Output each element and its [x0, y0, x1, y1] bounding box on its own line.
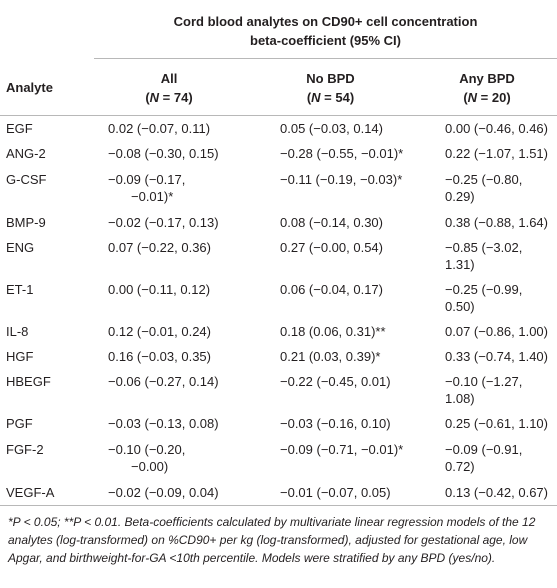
- table-row: FGF-2 −0.10 (−0.20, −0.00) −0.09 (−0.71, …: [0, 436, 557, 480]
- analyte-cell: ET-1: [6, 282, 34, 297]
- all-cell: −0.10 (−0.20, −0.00): [94, 436, 244, 480]
- any-bpd-column-title: Any BPD: [459, 71, 515, 86]
- table-row: VEGF-A −0.02 (−0.09, 0.04) −0.01 (−0.07,…: [0, 480, 557, 506]
- any-bpd-cell: −0.25 (−0.80, 0.29): [445, 172, 523, 204]
- analyte-column-header: Analyte: [6, 80, 53, 96]
- table-row: BMP-9 −0.02 (−0.17, 0.13) 0.08 (−0.14, 0…: [0, 210, 557, 235]
- all-cell: −0.08 (−0.30, 0.15): [108, 146, 219, 161]
- analyte-cell: ANG-2: [6, 146, 46, 161]
- any-bpd-cell: −0.25 (−0.99, 0.50): [445, 282, 523, 314]
- analyte-cell: G-CSF: [6, 172, 47, 187]
- analyte-cell: PGF: [6, 416, 33, 431]
- analyte-cell: ENG: [6, 240, 35, 255]
- no-bpd-cell: −0.09 (−0.71, −0.01)*: [280, 442, 404, 457]
- any-bpd-cell: 0.00 (−0.46, 0.46): [445, 121, 548, 136]
- no-bpd-cell: 0.18 (0.06, 0.31)**: [280, 324, 386, 339]
- analyte-cell: HGF: [6, 349, 34, 364]
- table-row: EGF 0.02 (−0.07, 0.11) 0.05 (−0.03, 0.14…: [0, 116, 557, 142]
- no-bpd-cell: 0.21 (0.03, 0.39)*: [280, 349, 381, 364]
- any-bpd-cell: 0.22 (−1.07, 1.51): [445, 146, 548, 161]
- analyte-cell: FGF-2: [6, 442, 44, 457]
- no-bpd-cell: −0.03 (−0.16, 0.10): [280, 416, 391, 431]
- all-cell: −0.06 (−0.27, 0.14): [108, 374, 219, 389]
- no-bpd-cell: 0.06 (−0.04, 0.17): [280, 282, 383, 297]
- any-bpd-cell: −0.85 (−3.02, 1.31): [445, 240, 523, 272]
- any-bpd-cell: 0.38 (−0.88, 1.64): [445, 215, 548, 230]
- no-bpd-cell: 0.27 (−0.00, 0.54): [280, 240, 383, 255]
- any-bpd-cell: −0.10 (−1.27, 1.08): [445, 374, 523, 406]
- any-bpd-cell: 0.07 (−0.86, 1.00): [445, 324, 548, 339]
- spanner-blank: [0, 0, 94, 59]
- analyte-cell: IL-8: [6, 324, 29, 339]
- table-footnote: *P < 0.05; **P < 0.01. Beta-coefficients…: [8, 515, 536, 565]
- no-bpd-column-title: No BPD: [306, 71, 355, 86]
- any-bpd-cell: 0.33 (−0.74, 1.40): [445, 349, 548, 364]
- all-cell: −0.03 (−0.13, 0.08): [108, 416, 219, 431]
- table-row: ENG 0.07 (−0.22, 0.36) 0.27 (−0.00, 0.54…: [0, 235, 557, 277]
- no-bpd-cell: −0.01 (−0.07, 0.05): [280, 485, 391, 500]
- any-bpd-column-header: Any BPD (N = 20): [417, 59, 557, 116]
- analyte-cell: BMP-9: [6, 215, 46, 230]
- analyte-cell: HBEGF: [6, 374, 51, 389]
- no-bpd-cell: −0.11 (−0.19, −0.03)*: [280, 172, 403, 187]
- spanner-line-1: Cord blood analytes on CD90+ cell concen…: [173, 14, 478, 29]
- all-cell: −0.02 (−0.17, 0.13): [108, 215, 219, 230]
- all-cell: 0.16 (−0.03, 0.35): [108, 349, 211, 364]
- all-cell-line-1: −0.10 (−0.20,: [108, 442, 186, 457]
- table-row: HGF 0.16 (−0.03, 0.35) 0.21 (0.03, 0.39)…: [0, 344, 557, 369]
- any-bpd-cell: 0.13 (−0.42, 0.67): [445, 485, 548, 500]
- table-row: IL-8 0.12 (−0.01, 0.24) 0.18 (0.06, 0.31…: [0, 319, 557, 344]
- analyte-cell: VEGF-A: [6, 485, 55, 500]
- table-row: ET-1 0.00 (−0.11, 0.12) 0.06 (−0.04, 0.1…: [0, 277, 557, 319]
- all-cell: 0.02 (−0.07, 0.11): [108, 121, 211, 136]
- all-cell: 0.07 (−0.22, 0.36): [108, 240, 211, 255]
- any-bpd-cell: 0.25 (−0.61, 1.10): [445, 416, 548, 431]
- table-row: ANG-2 −0.08 (−0.30, 0.15) −0.28 (−0.55, …: [0, 141, 557, 166]
- any-bpd-column-n: (N = 20): [463, 90, 511, 105]
- spanner-line-2: beta-coefficient (95% CI): [250, 33, 401, 48]
- no-bpd-cell: 0.05 (−0.03, 0.14): [280, 121, 383, 136]
- all-column-header: All (N = 74): [94, 59, 244, 116]
- all-cell-line-1: −0.09 (−0.17,: [108, 172, 186, 187]
- all-cell: 0.12 (−0.01, 0.24): [108, 324, 211, 339]
- results-table: Cord blood analytes on CD90+ cell concen…: [0, 0, 557, 565]
- no-bpd-cell: −0.28 (−0.55, −0.01)*: [280, 146, 404, 161]
- no-bpd-column-n: (N = 54): [306, 90, 355, 105]
- table-row: HBEGF −0.06 (−0.27, 0.14) −0.22 (−0.45, …: [0, 369, 557, 411]
- all-cell: −0.09 (−0.17, −0.01)*: [94, 166, 244, 210]
- all-cell: −0.02 (−0.09, 0.04): [108, 485, 219, 500]
- table-row: G-CSF −0.09 (−0.17, −0.01)* −0.11 (−0.19,…: [0, 166, 557, 210]
- no-bpd-column-header: No BPD (N = 54): [244, 59, 417, 116]
- no-bpd-cell: 0.08 (−0.14, 0.30): [280, 215, 383, 230]
- table-row: PGF −0.03 (−0.13, 0.08) −0.03 (−0.16, 0.…: [0, 411, 557, 436]
- column-spanner-heading: Cord blood analytes on CD90+ cell concen…: [94, 0, 557, 59]
- all-cell: 0.00 (−0.11, 0.12): [108, 282, 211, 297]
- no-bpd-cell: −0.22 (−0.45, 0.01): [280, 374, 391, 389]
- all-cell-line-2: −0.01)*: [131, 189, 174, 204]
- all-column-title: All: [160, 71, 178, 86]
- any-bpd-cell: −0.09 (−0.91, 0.72): [445, 442, 523, 474]
- all-cell-line-2: −0.00): [131, 459, 169, 474]
- all-column-n: (N = 74): [145, 90, 193, 105]
- analyte-cell: EGF: [6, 121, 33, 136]
